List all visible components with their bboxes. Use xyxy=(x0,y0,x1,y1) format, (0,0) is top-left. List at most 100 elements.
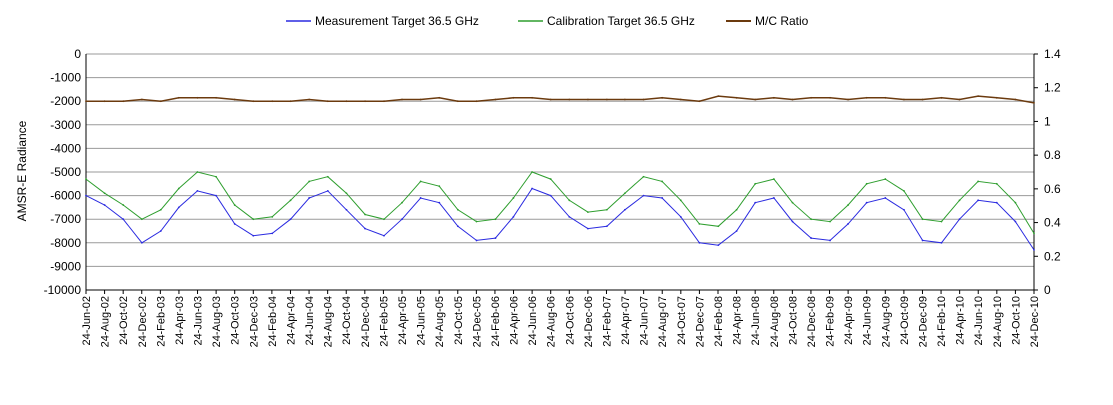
series-0-point xyxy=(531,187,533,190)
x-tick-label: 24-Oct-02 xyxy=(118,296,130,345)
x-tick-label: 24-Aug-09 xyxy=(880,296,892,347)
series-0-point xyxy=(252,234,255,237)
series-1-point xyxy=(772,178,775,180)
series-1-point xyxy=(438,185,441,188)
x-tick-label: 24-Oct-04 xyxy=(341,296,353,345)
series-2-point xyxy=(921,98,924,101)
series-2-point xyxy=(958,98,961,101)
x-tick-label: 24-Oct-09 xyxy=(899,296,911,345)
series-0-point xyxy=(865,201,868,204)
series-0-point xyxy=(698,241,701,244)
series-0-point xyxy=(364,227,366,230)
series-2-point xyxy=(661,96,664,99)
x-tick-label: 24-Dec-04 xyxy=(360,296,372,347)
series-line-0 xyxy=(85,187,1035,251)
series-1-point xyxy=(623,192,626,195)
x-tick-label: 24-Oct-07 xyxy=(676,296,688,345)
x-tick-label: 24-Jun-07 xyxy=(639,296,651,346)
series-0-point xyxy=(642,194,645,197)
series-2-point xyxy=(772,96,775,99)
legend-label-calibration: Calibration Target 36.5 GHz xyxy=(547,14,695,28)
series-2-point xyxy=(419,98,422,101)
series-0-point xyxy=(995,201,998,204)
series-1-point xyxy=(177,187,180,190)
legend-label-measurement: Measurement Target 36.5 GHz xyxy=(315,14,479,28)
series-2-point xyxy=(364,100,366,103)
series-0-point xyxy=(568,215,571,218)
series-1-point xyxy=(921,218,924,221)
x-tick-label: 24-Aug-10 xyxy=(992,296,1004,347)
series-0-point xyxy=(772,197,775,199)
series-1-point xyxy=(326,175,329,178)
series-2-point xyxy=(159,100,162,103)
series-1-point xyxy=(568,199,571,202)
series-0-point xyxy=(754,201,757,204)
series-0-point xyxy=(308,197,311,199)
x-tick-label: 24-Apr-09 xyxy=(843,296,855,345)
series-1-point xyxy=(549,178,552,180)
x-tick-label: 24-Oct-06 xyxy=(564,296,576,345)
series-2-point xyxy=(271,100,274,103)
series-2-point xyxy=(85,100,87,103)
series-2-point xyxy=(456,100,459,103)
series-0-point xyxy=(122,218,125,221)
y-right-tick-label: 0 xyxy=(1044,283,1051,297)
series-2-point xyxy=(605,98,608,101)
series-1-point xyxy=(233,204,236,206)
series-2-point xyxy=(345,100,348,103)
series-2-point xyxy=(438,96,441,99)
series-0-point xyxy=(847,223,849,225)
series-1-point xyxy=(903,189,905,192)
series-1-point xyxy=(122,204,125,206)
series-2-point xyxy=(829,96,831,99)
series-0-point xyxy=(623,208,626,211)
series-0-point xyxy=(85,194,87,197)
series-0-point xyxy=(903,208,905,211)
series-2-point xyxy=(549,98,552,101)
x-tick-label: 24-Jun-03 xyxy=(193,296,205,346)
series-2-point xyxy=(810,96,813,99)
x-tick-label: 24-Aug-05 xyxy=(434,296,446,347)
series-1-point xyxy=(605,208,608,211)
series-0-point xyxy=(456,225,459,228)
y-left-tick-label: -2000 xyxy=(50,94,81,108)
series-0-point xyxy=(661,197,664,199)
series-2-point xyxy=(531,96,533,99)
series-1-point xyxy=(679,199,682,202)
x-tick-label: 24-Aug-02 xyxy=(100,296,112,347)
x-tick-label: 24-Dec-03 xyxy=(248,296,260,347)
x-tick-label: 24-Dec-10 xyxy=(1029,296,1041,347)
x-tick-label: 24-Jun-05 xyxy=(416,296,428,346)
grid xyxy=(86,53,1034,291)
x-tick-label: 24-Dec-06 xyxy=(583,296,595,347)
series-1-point xyxy=(698,223,701,225)
x-tick-label: 24-Apr-06 xyxy=(509,296,521,345)
series-0-point xyxy=(177,206,180,209)
series-0-point xyxy=(326,189,329,192)
x-tick-label: 24-Oct-10 xyxy=(1010,296,1022,345)
x-tick-label: 24-Apr-07 xyxy=(620,296,632,345)
series-0-point xyxy=(475,239,478,242)
x-tick-label: 24-Dec-09 xyxy=(917,296,929,347)
series-0-point xyxy=(958,218,961,221)
series-2-point xyxy=(568,98,571,101)
x-tick-label: 24-Feb-07 xyxy=(601,296,613,347)
series-2-point xyxy=(940,96,943,99)
y-left-tick-label: -4000 xyxy=(50,141,81,155)
series-0-point xyxy=(438,201,441,204)
series-1-point xyxy=(159,208,162,211)
series-0-point xyxy=(159,230,162,232)
x-tick-label: 24-Feb-09 xyxy=(825,296,837,347)
x-tick-label: 24-Apr-03 xyxy=(174,296,186,345)
series-2-point xyxy=(791,98,794,101)
series-1-point xyxy=(829,220,831,223)
series-1-point xyxy=(85,178,87,180)
series-1-point xyxy=(140,218,143,221)
series-0-point xyxy=(884,197,887,199)
x-tick-label: 24-Aug-03 xyxy=(211,296,223,347)
x-tick-label: 24-Apr-04 xyxy=(285,296,297,345)
y-left-tick-label: -6000 xyxy=(50,189,81,203)
x-tick-label: 24-Jun-06 xyxy=(527,296,539,346)
series-2-point xyxy=(177,96,180,99)
